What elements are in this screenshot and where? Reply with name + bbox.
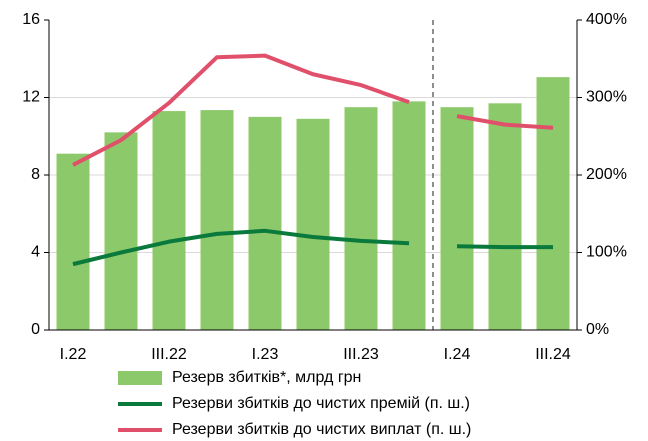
- bar: [56, 153, 90, 330]
- x-tick-label: I.24: [444, 346, 471, 363]
- x-tick-label: III.23: [343, 346, 379, 363]
- legend-label: Резерв збитків*, млрд грн: [172, 369, 361, 386]
- y2-tick-label: 300%: [586, 89, 627, 106]
- bar: [296, 118, 330, 330]
- bar: [392, 101, 426, 330]
- y2-tick-label: 200%: [586, 166, 627, 183]
- legend-label: Резерви збитків до чистих виплат (п. ш.): [172, 421, 471, 438]
- bar: [440, 107, 474, 330]
- y-tick-label: 12: [22, 89, 40, 106]
- bar: [248, 116, 282, 330]
- x-tick-label: III.22: [151, 346, 187, 363]
- line: [456, 114, 554, 130]
- line: [72, 228, 410, 267]
- legend-swatch: [118, 371, 162, 385]
- y-tick-label: 16: [22, 11, 40, 28]
- bar: [200, 110, 234, 330]
- bar: [488, 103, 522, 330]
- x-tick-label: I.23: [252, 346, 279, 363]
- line: [72, 53, 410, 167]
- x-tick-label: I.22: [60, 346, 87, 363]
- x-tick-label: III.24: [535, 346, 571, 363]
- bar: [536, 77, 570, 330]
- y-tick-label: 4: [31, 244, 40, 261]
- y-tick-label: 8: [31, 166, 40, 183]
- bar: [104, 132, 138, 330]
- y-tick-label: 0: [31, 321, 40, 338]
- bar: [344, 107, 378, 330]
- y2-tick-label: 0%: [586, 321, 609, 338]
- line: [456, 244, 553, 250]
- y2-tick-label: 400%: [586, 11, 627, 28]
- legend-label: Резерви збитків до чистих премій (п. ш.): [172, 395, 470, 412]
- y2-tick-label: 100%: [586, 244, 627, 261]
- bar: [152, 111, 186, 330]
